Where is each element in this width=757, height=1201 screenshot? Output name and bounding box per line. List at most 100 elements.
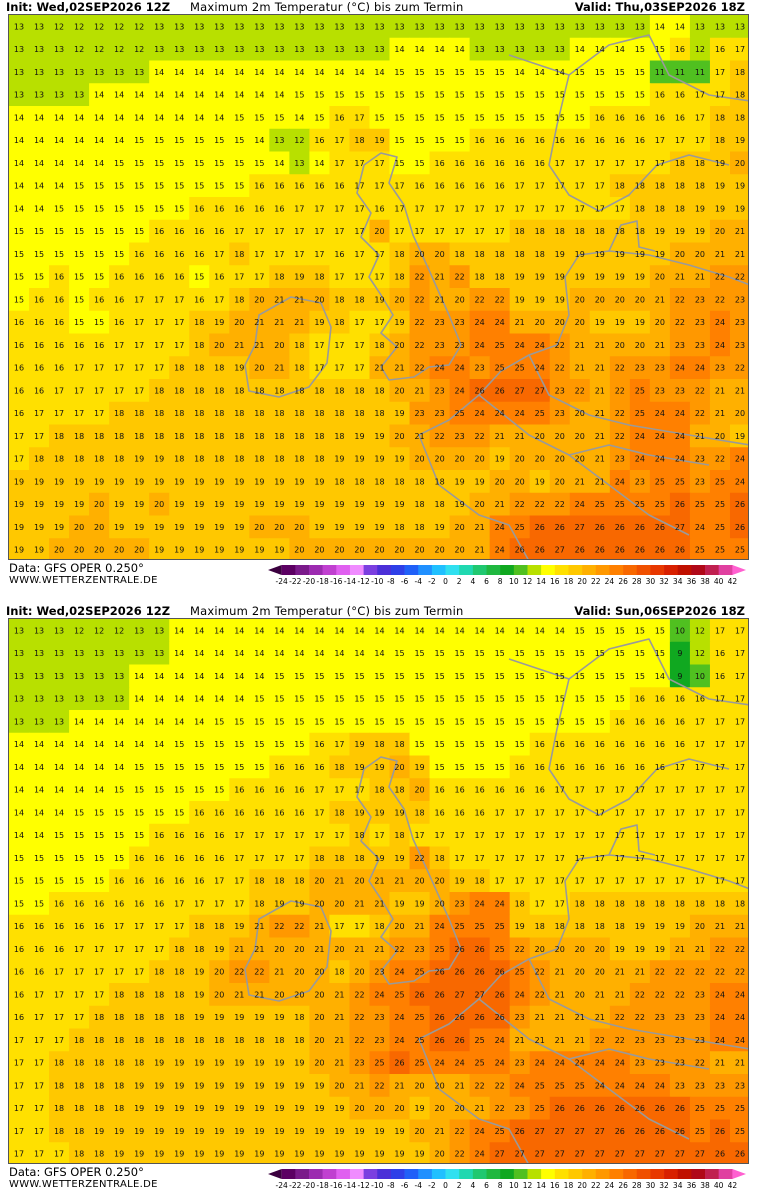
temperature-value-label: 17 [374, 250, 384, 259]
temperature-cell [609, 470, 631, 494]
temperature-cell [709, 641, 731, 666]
temperature-cell [709, 310, 731, 335]
temperature-value-label: 17 [575, 182, 585, 191]
temperature-value-label: 16 [54, 922, 64, 931]
temperature-cell [329, 755, 351, 779]
temperature-value-label: 19 [234, 546, 244, 555]
temperature-cell [429, 128, 451, 153]
temperature-value-label: 23 [695, 318, 705, 327]
temperature-cell [669, 687, 691, 711]
temperature-value-label: 24 [635, 1081, 645, 1090]
temperature-cell [189, 823, 210, 848]
temperature-value-label: 16 [14, 922, 24, 931]
temperature-cell [569, 424, 591, 448]
temperature-value-label: 18 [234, 295, 244, 304]
temperature-value-label: 19 [414, 1150, 424, 1159]
temperature-value-label: 22 [414, 341, 424, 350]
temperature-cell [109, 641, 130, 666]
temperature-value-label: 16 [314, 740, 324, 749]
temperature-value-label: 19 [374, 854, 384, 863]
temperature-value-label: 19 [114, 477, 124, 486]
temperature-cell [729, 242, 748, 266]
temperature-value-label: 19 [535, 273, 545, 282]
temperature-cell [649, 538, 671, 559]
temperature-value-label: 17 [334, 341, 344, 350]
scale-swatch [377, 565, 392, 575]
temperature-value-label: 21 [495, 432, 505, 441]
temperature-cell [69, 914, 90, 939]
temperature-cell [389, 242, 411, 266]
temperature-value-label: 18 [515, 899, 525, 908]
temperature-value-label: 24 [535, 341, 545, 350]
temperature-value-label: 18 [615, 899, 625, 908]
temperature-value-label: 17 [314, 808, 324, 817]
scale-tick-label: 12 [523, 1181, 533, 1190]
temperature-value-label: 17 [314, 204, 324, 213]
temperature-value-label: 17 [695, 136, 705, 145]
temperature-value-label: 15 [635, 626, 645, 635]
temperature-value-label: 14 [294, 113, 304, 122]
temperature-cell [669, 151, 691, 175]
scale-tick-label: 6 [484, 577, 489, 586]
temperature-cell [569, 732, 591, 757]
temperature-cell [389, 892, 411, 916]
temperature-cell [629, 424, 651, 448]
temperature-value-label: 17 [34, 409, 44, 418]
temperature-cell [189, 128, 210, 153]
temperature-value-label: 18 [394, 831, 404, 840]
temperature-value-label: 14 [274, 68, 284, 77]
temperature-value-label: 20 [715, 227, 725, 236]
temperature-cell [329, 801, 351, 825]
temperature-value-label: 14 [14, 740, 24, 749]
temperature-value-label: 13 [354, 45, 364, 54]
temperature-value-label: 22 [735, 364, 745, 373]
temperature-value-label: 26 [475, 1013, 485, 1022]
temperature-value-label: 23 [374, 1036, 384, 1045]
temperature-cell [389, 710, 411, 734]
temperature-cell [429, 333, 451, 357]
temperature-value-label: 17 [555, 854, 565, 863]
temperature-value-label: 16 [14, 1013, 24, 1022]
temperature-cell [69, 710, 90, 734]
temperature-value-label: 20 [575, 318, 585, 327]
temperature-cell [629, 823, 651, 848]
temperature-cell [129, 846, 150, 870]
temperature-cell [149, 219, 170, 244]
temperature-value-label: 17 [575, 877, 585, 886]
temperature-cell [389, 914, 411, 939]
temperature-value-label: 15 [595, 626, 605, 635]
temperature-cell [9, 174, 30, 198]
temperature-value-label: 17 [94, 945, 104, 954]
temperature-value-label: 15 [94, 273, 104, 282]
temperature-value-label: 15 [294, 740, 304, 749]
temperature-value-label: 20 [434, 877, 444, 886]
temperature-value-label: 22 [655, 968, 665, 977]
temperature-cell [9, 128, 30, 153]
temperature-value-label: 23 [455, 341, 465, 350]
temperature-cell [369, 492, 391, 517]
temperature-value-label: 23 [675, 1081, 685, 1090]
temperature-value-label: 19 [555, 295, 565, 304]
temperature-value-label: 19 [695, 204, 705, 213]
temperature-cell [649, 619, 671, 643]
temperature-value-label: 18 [394, 523, 404, 532]
temperature-value-label: 20 [394, 922, 404, 931]
temperature-cell [49, 379, 70, 403]
temperature-cell [249, 242, 270, 266]
temperature-value-label: 17 [114, 386, 124, 395]
temperature-cell [169, 732, 190, 757]
temperature-cell [469, 197, 491, 221]
temperature-value-label: 18 [174, 1013, 184, 1022]
temperature-value-label: 19 [174, 1127, 184, 1136]
temperature-cell [409, 869, 431, 893]
temperature-cell [589, 492, 611, 517]
temperature-value-label: 17 [635, 831, 645, 840]
temperature-value-label: 19 [194, 1081, 204, 1090]
temperature-value-label: 19 [334, 1127, 344, 1136]
temperature-value-label: 20 [314, 1059, 324, 1068]
temperature-cell [609, 687, 631, 711]
temperature-value-label: 19 [455, 477, 465, 486]
temperature-value-label: 18 [154, 1013, 164, 1022]
temperature-cell [449, 515, 471, 539]
temperature-cell [429, 242, 451, 266]
